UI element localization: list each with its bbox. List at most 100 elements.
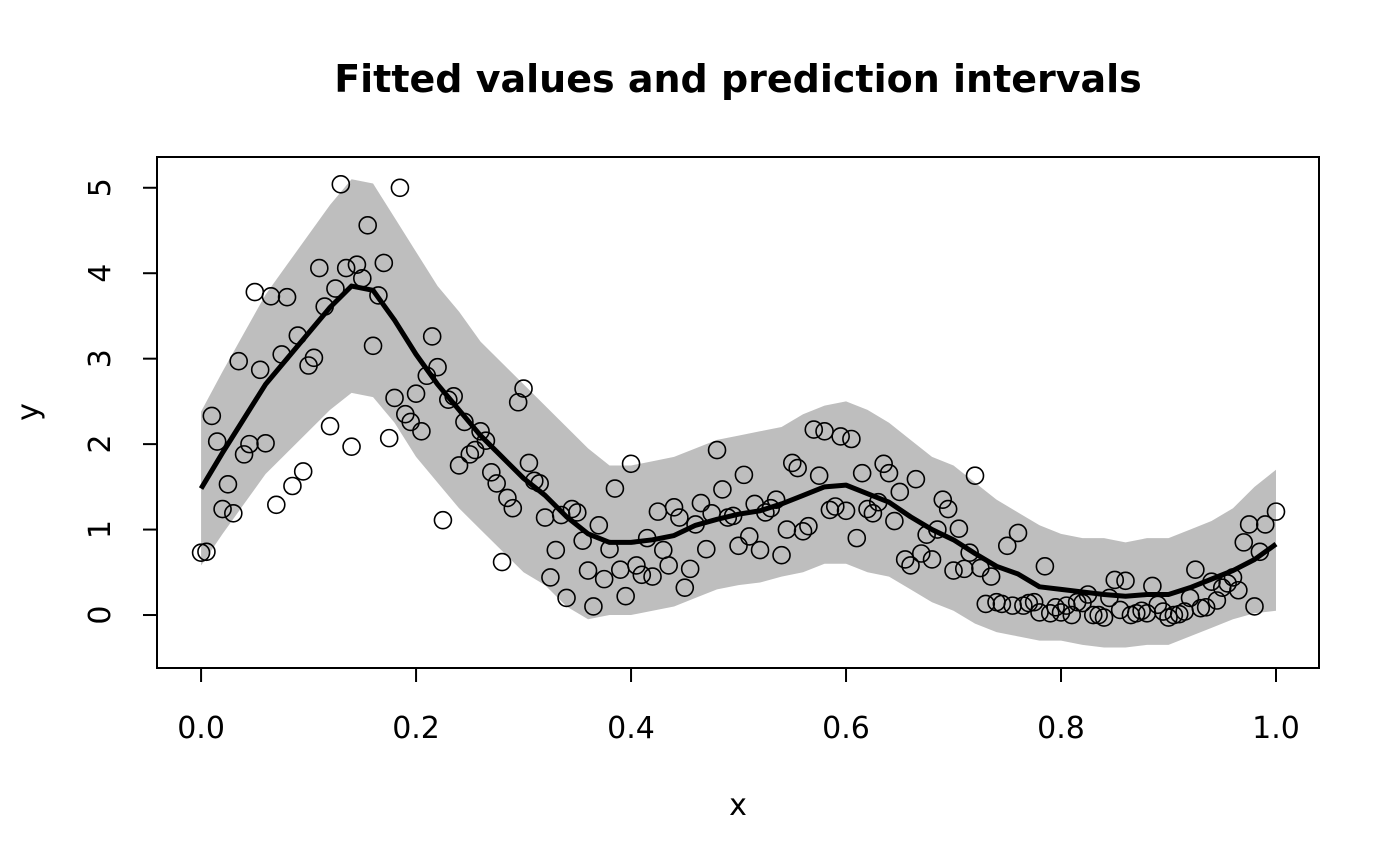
data-point bbox=[207, 432, 227, 451]
data-point bbox=[664, 498, 684, 517]
y-axis-label: y bbox=[11, 403, 46, 421]
data-point bbox=[267, 495, 286, 515]
data-point bbox=[734, 465, 754, 485]
data-point bbox=[326, 279, 345, 298]
data-point bbox=[331, 175, 351, 194]
data-point bbox=[449, 456, 469, 475]
data-point bbox=[928, 520, 947, 539]
data-point bbox=[234, 445, 254, 464]
data-point bbox=[637, 528, 657, 548]
data-point bbox=[320, 416, 340, 436]
data-point bbox=[627, 556, 646, 575]
data-point bbox=[922, 550, 942, 569]
data-point bbox=[691, 493, 711, 513]
data-point bbox=[1239, 515, 1259, 534]
data-point bbox=[949, 519, 969, 539]
data-point bbox=[229, 351, 248, 371]
x-tick-label: 0.8 bbox=[1037, 711, 1085, 746]
data-point bbox=[401, 412, 420, 432]
data-point bbox=[960, 543, 979, 562]
data-point bbox=[578, 561, 598, 580]
data-point bbox=[250, 360, 270, 380]
data-point bbox=[723, 506, 743, 526]
data-point bbox=[766, 490, 786, 509]
data-point bbox=[1105, 570, 1125, 590]
data-point bbox=[562, 499, 582, 519]
data-point bbox=[240, 434, 259, 454]
data-point bbox=[541, 568, 560, 587]
data-point bbox=[729, 536, 748, 556]
y-tick-label: 3 bbox=[83, 349, 118, 368]
data-point bbox=[782, 453, 802, 473]
data-point bbox=[954, 559, 974, 579]
x-tick-label: 0.2 bbox=[392, 711, 440, 746]
data-point bbox=[1148, 595, 1168, 615]
data-point bbox=[621, 454, 641, 474]
data-point bbox=[1229, 580, 1248, 600]
data-point bbox=[938, 499, 958, 519]
data-point bbox=[836, 501, 856, 521]
data-point bbox=[310, 258, 329, 278]
data-point bbox=[600, 539, 619, 559]
data-point bbox=[428, 357, 447, 377]
data-point bbox=[202, 406, 222, 426]
data-point bbox=[707, 440, 727, 460]
data-point bbox=[390, 178, 410, 198]
data-point bbox=[879, 463, 899, 483]
data-point bbox=[874, 454, 893, 474]
data-point bbox=[589, 515, 609, 535]
data-point bbox=[901, 556, 920, 575]
plot-frame bbox=[156, 156, 1320, 669]
data-point bbox=[1035, 557, 1055, 576]
data-point bbox=[277, 287, 297, 307]
data-point bbox=[444, 386, 463, 406]
data-point bbox=[1083, 605, 1103, 625]
data-point bbox=[1191, 598, 1211, 618]
x-tick-label: 0.6 bbox=[822, 711, 870, 746]
data-point bbox=[353, 269, 372, 288]
data-point bbox=[1250, 542, 1270, 562]
data-point bbox=[508, 392, 528, 412]
data-point bbox=[342, 437, 361, 456]
data-point bbox=[965, 466, 985, 486]
data-point bbox=[1207, 591, 1227, 610]
data-point bbox=[567, 503, 587, 522]
data-point bbox=[584, 597, 603, 616]
data-point bbox=[1040, 604, 1060, 623]
data-point bbox=[981, 567, 1001, 586]
data-point bbox=[1266, 502, 1286, 521]
data-point bbox=[363, 336, 383, 356]
data-point bbox=[686, 515, 705, 534]
y-tick-label: 0 bbox=[83, 605, 118, 624]
data-point bbox=[256, 433, 275, 453]
data-point bbox=[530, 474, 549, 493]
data-point bbox=[1143, 576, 1162, 596]
chart-title: Fitted values and prediction intervals bbox=[334, 57, 1142, 101]
data-point bbox=[336, 258, 356, 278]
data-point bbox=[895, 550, 915, 569]
data-point bbox=[261, 286, 281, 306]
data-point bbox=[1196, 598, 1216, 617]
data-point bbox=[868, 492, 888, 512]
data-point bbox=[1223, 568, 1243, 587]
data-point bbox=[944, 561, 963, 580]
data-point bbox=[1100, 588, 1119, 608]
x-axis-label: x bbox=[729, 788, 747, 823]
data-point bbox=[911, 544, 931, 563]
data-point bbox=[890, 482, 910, 502]
data-point bbox=[492, 552, 512, 572]
data-point bbox=[713, 480, 732, 499]
data-point bbox=[283, 476, 302, 496]
data-point bbox=[1234, 533, 1254, 552]
data-point bbox=[224, 504, 243, 523]
data-point bbox=[191, 543, 211, 562]
data-point bbox=[315, 297, 334, 316]
data-point bbox=[460, 445, 480, 464]
data-point bbox=[670, 508, 689, 527]
data-point bbox=[997, 536, 1017, 556]
data-point bbox=[465, 440, 485, 460]
data-point bbox=[750, 540, 770, 560]
data-point bbox=[487, 474, 506, 493]
data-point bbox=[455, 412, 474, 432]
data-point bbox=[412, 421, 431, 441]
